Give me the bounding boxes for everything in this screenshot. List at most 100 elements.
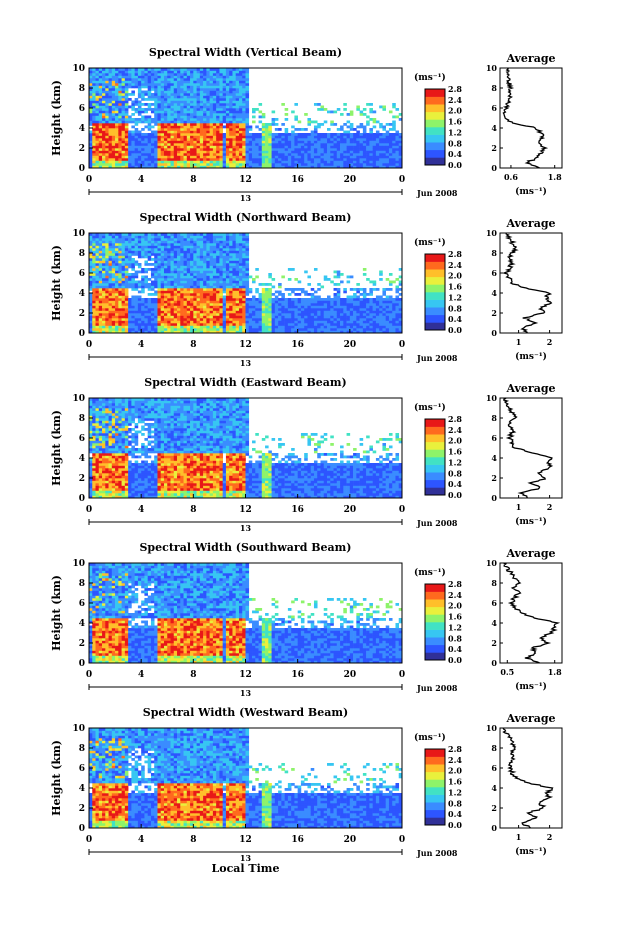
heatmap-cell <box>160 275 165 279</box>
heatmap-cell <box>261 143 266 146</box>
heatmap-cell <box>105 295 109 299</box>
heatmap-cell <box>98 290 103 294</box>
heatmap-cell <box>330 145 334 149</box>
heatmap-cell <box>222 90 227 94</box>
heatmap-cell <box>304 148 308 151</box>
heatmap-cell <box>229 288 233 291</box>
heatmap-cell <box>212 275 217 279</box>
heatmap-cell <box>385 155 390 159</box>
heatmap-cell <box>258 103 263 106</box>
heatmap-cell <box>193 155 197 159</box>
heatmap-cell <box>180 118 184 121</box>
heatmap-cell <box>173 163 178 166</box>
heatmap-cell <box>193 293 197 296</box>
heatmap-cell <box>190 133 194 136</box>
heatmap-cell <box>144 248 148 251</box>
heatmap-cell <box>163 275 168 279</box>
heatmap-cell <box>248 323 253 326</box>
heatmap-cell <box>141 110 145 114</box>
heatmap-cell <box>177 263 181 266</box>
heatmap-cell <box>154 253 158 256</box>
heatmap-cell <box>186 275 191 279</box>
heatmap-cell <box>160 315 165 319</box>
heatmap-cell <box>173 318 178 321</box>
heatmap-cell <box>160 248 165 251</box>
heatmap-cell <box>186 265 191 269</box>
heatmap-cell <box>385 138 390 141</box>
heatmap-cell <box>320 143 325 146</box>
heatmap-cell <box>209 240 214 244</box>
heatmap-cell <box>203 163 207 166</box>
heatmap-cell <box>232 128 237 131</box>
heatmap-cell <box>265 138 269 141</box>
heatmap-cell <box>219 138 223 141</box>
heatmap-cell <box>98 158 103 161</box>
heatmap-cell <box>115 283 119 286</box>
heatmap-cell <box>203 323 207 326</box>
heatmap-cell <box>98 298 103 301</box>
heatmap-cell <box>242 305 246 309</box>
heatmap-cell <box>183 93 188 96</box>
heatmap-cell <box>369 145 373 149</box>
heatmap-cell <box>274 330 279 334</box>
heatmap-cell <box>128 250 132 254</box>
heatmap-cell <box>294 135 298 139</box>
heatmap-cell <box>190 318 194 321</box>
heatmap-cell <box>196 313 201 316</box>
heatmap-cell <box>105 288 109 291</box>
heatmap-cell <box>353 155 357 159</box>
heatmap-cell <box>238 110 243 114</box>
heatmap-cell <box>248 145 253 149</box>
heatmap-cell <box>193 323 197 326</box>
heatmap-cell <box>160 288 165 291</box>
heatmap-cell <box>128 245 132 249</box>
heatmap-cell <box>235 303 240 306</box>
heatmap-cell <box>216 78 220 81</box>
heatmap-cell <box>242 110 246 114</box>
heatmap-cell <box>134 110 139 114</box>
heatmap-cell <box>154 138 158 141</box>
heatmap-cell <box>98 243 103 246</box>
heatmap-cell <box>177 90 181 94</box>
heatmap-cell <box>304 145 308 149</box>
heatmap-cell <box>343 135 347 139</box>
heatmap-cell <box>118 68 122 71</box>
heatmap-cell <box>229 98 233 101</box>
heatmap-cell <box>261 323 266 326</box>
heatmap-cell <box>199 73 204 76</box>
heatmap-cell <box>177 240 181 244</box>
heatmap-cell <box>160 305 165 309</box>
heatmap-cell <box>281 310 285 314</box>
heatmap-cell <box>154 88 158 91</box>
heatmap-cell <box>274 160 279 164</box>
heatmap-cell <box>157 270 162 274</box>
heatmap-cell <box>186 90 191 94</box>
heatmap-cell <box>108 293 113 296</box>
heatmap-cell <box>128 93 132 96</box>
heatmap-cell <box>203 320 207 324</box>
heatmap-cell <box>336 140 341 144</box>
heatmap-cell <box>141 298 145 301</box>
heatmap-cell <box>98 280 103 284</box>
heatmap-cell <box>196 270 201 274</box>
heatmap-cell <box>89 95 93 99</box>
heatmap-cell <box>206 115 210 119</box>
heatmap-cell <box>304 163 308 166</box>
heatmap-cell <box>216 140 220 144</box>
heatmap-cell <box>105 120 109 124</box>
heatmap-cell <box>222 98 227 101</box>
heatmap-cell <box>144 310 148 314</box>
heatmap-cell <box>150 268 155 271</box>
heatmap-cell <box>278 313 282 316</box>
heatmap-cell <box>229 283 233 286</box>
heatmap-cell <box>206 125 210 129</box>
heatmap-cell <box>111 115 116 119</box>
heatmap-cell <box>265 283 269 286</box>
heatmap-cell <box>385 123 390 126</box>
heatmap-cell <box>252 303 256 306</box>
heatmap-cell <box>261 298 266 301</box>
heatmap-cell <box>232 133 237 136</box>
heatmap-cell <box>242 80 246 84</box>
heatmap-cell <box>229 105 233 109</box>
heatmap-cell <box>278 290 282 294</box>
